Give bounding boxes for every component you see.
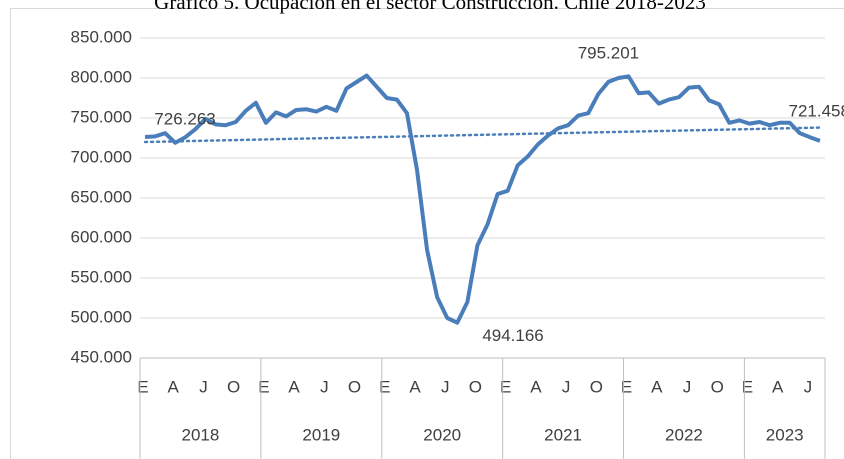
y-tick-label: 750.000 bbox=[71, 107, 132, 126]
x-tick-label: O bbox=[348, 377, 361, 396]
x-tick-label: O bbox=[711, 377, 724, 396]
x-tick-label: A bbox=[530, 377, 542, 396]
x-tick-label: J bbox=[441, 377, 450, 396]
x-tick-label: A bbox=[409, 377, 421, 396]
x-tick-label: E bbox=[742, 377, 753, 396]
data-label: 494.166 bbox=[482, 326, 543, 345]
y-tick-label: 650.000 bbox=[71, 187, 132, 206]
x-tick-label: E bbox=[621, 377, 632, 396]
x-tick-label: O bbox=[590, 377, 603, 396]
x-tick-label: E bbox=[258, 377, 269, 396]
x-group-label: 2020 bbox=[423, 425, 461, 444]
y-tick-label: 700.000 bbox=[71, 147, 132, 166]
y-tick-label: 550.000 bbox=[71, 267, 132, 286]
y-tick-label: 450.000 bbox=[71, 347, 132, 366]
x-tick-label: J bbox=[199, 377, 208, 396]
x-tick-label: A bbox=[288, 377, 300, 396]
x-tick-label: E bbox=[137, 377, 148, 396]
x-tick-label: A bbox=[651, 377, 663, 396]
y-tick-label: 850.000 bbox=[71, 27, 132, 46]
x-group-label: 2021 bbox=[544, 425, 582, 444]
x-tick-label: J bbox=[562, 377, 571, 396]
trend-line bbox=[143, 126, 822, 144]
x-group-label: 2022 bbox=[665, 425, 703, 444]
data-label: 726.263 bbox=[154, 109, 215, 128]
x-tick-label: A bbox=[772, 377, 784, 396]
x-tick-label: J bbox=[804, 377, 813, 396]
x-tick-label: E bbox=[379, 377, 390, 396]
data-label: 795.201 bbox=[578, 43, 639, 62]
x-tick-label: O bbox=[227, 377, 240, 396]
x-group-label: 2018 bbox=[182, 425, 220, 444]
x-tick-label: O bbox=[469, 377, 482, 396]
x-tick-label: A bbox=[168, 377, 180, 396]
x-tick-label: J bbox=[320, 377, 329, 396]
x-tick-label: J bbox=[683, 377, 692, 396]
data-label: 721.458 bbox=[789, 101, 844, 120]
y-tick-label: 500.000 bbox=[71, 307, 132, 326]
x-group-label: 2019 bbox=[302, 425, 340, 444]
chart-border bbox=[10, 8, 844, 459]
y-tick-label: 800.000 bbox=[71, 67, 132, 86]
data-line bbox=[144, 73, 821, 325]
x-group-label: 2023 bbox=[766, 425, 804, 444]
x-tick-label: E bbox=[500, 377, 511, 396]
y-tick-label: 600.000 bbox=[71, 227, 132, 246]
chart-title: Gráfico 5. Ocupación en el sector Constr… bbox=[154, 0, 706, 14]
